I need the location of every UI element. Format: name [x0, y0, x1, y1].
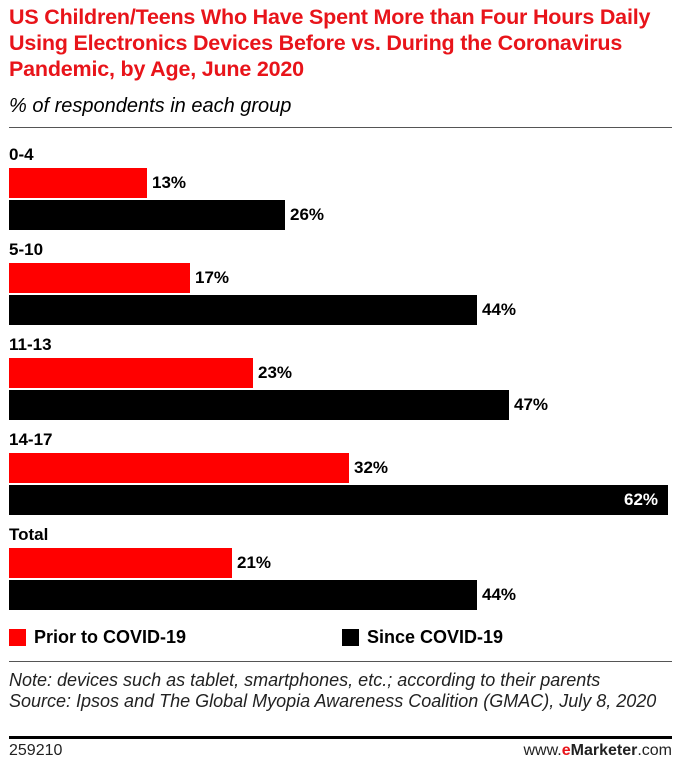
divider [9, 127, 672, 128]
data-label: 23% [258, 363, 293, 382]
brand-prefix: www. [523, 742, 562, 759]
data-label: 17% [195, 268, 230, 287]
brand-suffix: .com [637, 742, 672, 759]
legend-label: Prior to COVID-19 [34, 627, 187, 647]
bar-prior [9, 263, 190, 293]
legend-label: Since COVID-19 [367, 627, 504, 647]
data-label: 26% [290, 205, 325, 224]
source-text: Source: Ipsos and The Global Myopia Awar… [9, 691, 657, 711]
data-label: 62% [624, 490, 659, 509]
chart-note: Note: devices such as tablet, smartphone… [9, 670, 674, 712]
legend-item-since: Since COVID-19 [342, 627, 503, 648]
divider [9, 661, 672, 662]
legend-item-prior: Prior to COVID-19 [9, 627, 186, 648]
data-label: 44% [482, 300, 517, 319]
data-label: 44% [482, 585, 517, 604]
chart-title: US Children/Teens Who Have Spent More th… [9, 5, 651, 81]
data-label: 32% [354, 458, 389, 477]
bar-since [9, 295, 477, 325]
category-label: 0-4 [9, 145, 34, 164]
chart-subtitle: % of respondents in each group [9, 95, 292, 117]
brand-name: Marketer [570, 742, 638, 759]
bar-prior [9, 358, 253, 388]
category-label: 5-10 [9, 240, 44, 259]
data-label: 47% [514, 395, 549, 414]
data-label: 21% [237, 553, 272, 572]
category-label: 11-13 [9, 335, 52, 354]
bar-since [9, 390, 509, 420]
brand-accent: e [561, 742, 571, 759]
note-text: Note: devices such as tablet, smartphone… [9, 670, 601, 690]
brand-link[interactable]: www.eMarketer.com [523, 742, 672, 760]
category-label: Total [9, 525, 49, 544]
footer-divider [9, 736, 672, 739]
category-label: 14-17 [9, 430, 53, 449]
bar-since [9, 485, 668, 515]
bar-since [9, 200, 285, 230]
legend-swatch-red [9, 629, 26, 646]
data-label: 13% [152, 173, 187, 192]
bar-prior [9, 453, 349, 483]
chart-id: 259210 [9, 742, 63, 759]
bar-prior [9, 168, 147, 198]
bar-prior [9, 548, 232, 578]
bar-since [9, 580, 477, 610]
legend-swatch-black [342, 629, 359, 646]
